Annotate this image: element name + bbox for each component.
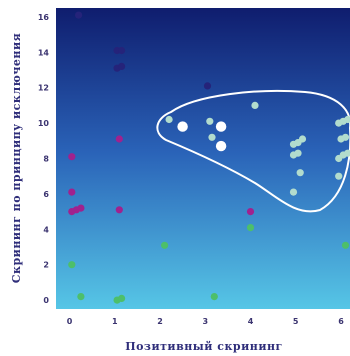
x-tick-label: 3	[203, 317, 209, 326]
y-tick-label: 0	[43, 296, 49, 305]
x-tick-label: 2	[157, 317, 163, 326]
y-tick-label: 16	[38, 13, 50, 22]
data-point-pale	[208, 133, 216, 141]
data-point-navy	[118, 62, 126, 70]
data-point-white	[177, 121, 188, 132]
x-tick-label: 5	[293, 317, 299, 326]
x-tick-label: 6	[338, 317, 344, 326]
x-tick-labels: 0 1 2 3 4 5 6	[67, 317, 344, 326]
data-point-green	[246, 224, 255, 232]
y-tick-label: 4	[43, 225, 49, 234]
data-point-pale	[344, 115, 350, 124]
y-tick-label: 8	[43, 155, 49, 164]
y-tick-label: 10	[38, 119, 50, 128]
data-point-pale	[206, 117, 214, 125]
data-point-magenta	[68, 188, 76, 196]
data-point-pale	[298, 135, 307, 143]
data-point-white	[215, 140, 227, 152]
y-tick-label: 12	[38, 84, 49, 93]
data-point-green	[77, 293, 85, 301]
data-point-navy	[203, 82, 212, 90]
y-tick-labels: 0 2 4 6 8 10 12 14 16	[38, 13, 50, 305]
data-point-magenta	[115, 206, 123, 214]
data-points	[68, 11, 350, 304]
data-point-pale	[289, 188, 298, 196]
y-tick-label: 6	[43, 190, 49, 199]
data-point-navy	[118, 46, 126, 55]
x-tick-label: 4	[248, 317, 254, 326]
x-tick-label: 0	[67, 317, 73, 326]
data-point-magenta	[77, 204, 85, 212]
y-tick-label: 2	[43, 261, 49, 270]
data-point-magenta	[115, 135, 123, 143]
data-point-green	[210, 293, 218, 301]
x-axis-title: Позитивный скрининг	[125, 340, 283, 353]
data-point-green	[341, 241, 350, 249]
data-point-pale	[335, 172, 343, 180]
data-point-magenta	[246, 208, 255, 216]
data-point-pale	[294, 149, 302, 157]
data-point-pale	[341, 133, 350, 141]
data-point-pale	[296, 169, 304, 177]
y-axis-title: Скрининг по принципу исключения	[10, 33, 23, 283]
data-point-navy	[75, 11, 83, 19]
data-point-pale	[165, 115, 173, 124]
data-point-green	[118, 294, 126, 302]
data-point-green	[68, 261, 76, 269]
plot-area	[56, 8, 350, 309]
data-point-magenta	[68, 153, 76, 161]
y-tick-label: 14	[38, 48, 50, 57]
data-point-white	[215, 121, 227, 132]
enclosing-region-outline	[156, 89, 350, 213]
data-point-pale	[251, 101, 259, 109]
x-tick-label: 1	[112, 317, 118, 326]
data-point-pale	[344, 149, 350, 157]
data-point-green	[161, 241, 169, 249]
